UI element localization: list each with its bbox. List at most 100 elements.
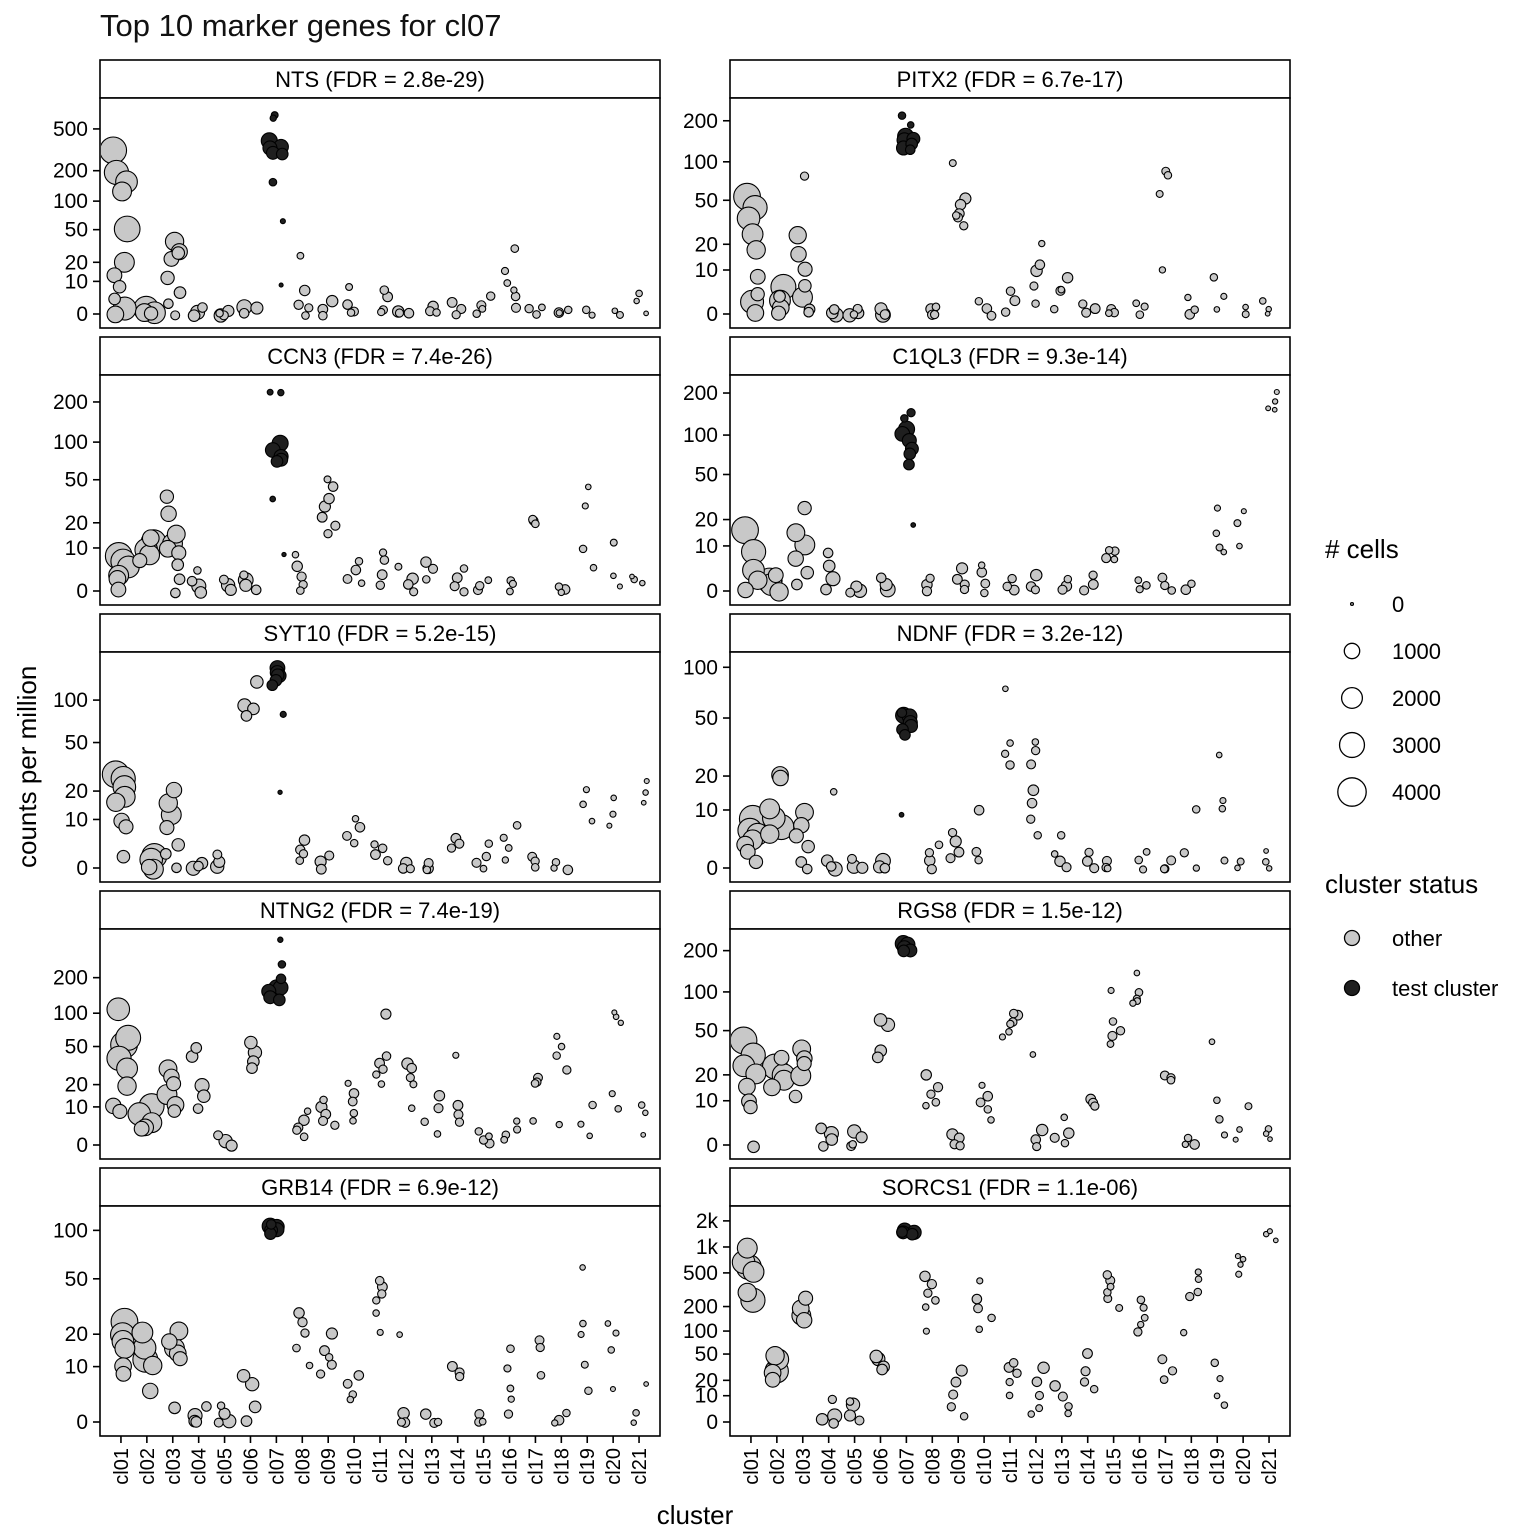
data-point: [843, 1409, 857, 1422]
y-tick-label: 0: [76, 1411, 88, 1434]
data-point: [1037, 1361, 1050, 1374]
data-point: [822, 559, 836, 573]
data-point: [171, 558, 185, 572]
data-point: [472, 309, 481, 318]
data-point: [503, 279, 512, 287]
data-point: [1029, 281, 1039, 291]
data-point: [1035, 1404, 1044, 1413]
data-point: [633, 297, 640, 305]
data-point: [433, 1130, 442, 1138]
data-point: [1215, 751, 1223, 759]
data-point: [1194, 1268, 1202, 1276]
data-point: [396, 1417, 407, 1427]
data-point: [1005, 286, 1016, 296]
data-point: [746, 304, 765, 322]
data-point: [318, 310, 328, 321]
data-point: [114, 1337, 136, 1359]
data-point: [143, 306, 159, 321]
x-tick-label: cl07: [896, 1448, 918, 1485]
data-point: [828, 1418, 839, 1429]
data-point: [579, 1264, 586, 1271]
data-point: [1133, 969, 1141, 977]
data-point: [1167, 1366, 1178, 1376]
data-point: [1163, 171, 1173, 180]
data-point: [506, 1384, 515, 1393]
data-point: [344, 1079, 352, 1087]
data-point: [236, 1369, 251, 1383]
x-tick-label: cl18: [1181, 1448, 1203, 1485]
data-point: [879, 309, 891, 320]
data-point: [330, 1120, 340, 1130]
data-point: [506, 1344, 515, 1354]
data-point: [1140, 1313, 1149, 1322]
data-point: [372, 1296, 381, 1305]
data-point: [402, 579, 414, 590]
data-point: [1181, 1140, 1190, 1149]
data-point: [213, 1130, 224, 1141]
data-point: [397, 1407, 410, 1420]
data-point: [845, 1397, 855, 1406]
y-tick-label: 20: [695, 509, 718, 532]
data-point: [530, 862, 540, 872]
data-point: [1005, 760, 1015, 770]
data-point: [1140, 302, 1149, 311]
x-tick-label: cl06: [870, 1448, 892, 1485]
y-tick-label: 0: [706, 580, 718, 603]
data-point: [614, 1105, 623, 1113]
data-point: [846, 853, 857, 864]
x-tick-label: cl03: [163, 1448, 185, 1485]
data-point: [1213, 306, 1221, 313]
data-point: [1220, 292, 1228, 300]
data-point: [173, 573, 186, 586]
data-point: [589, 563, 598, 572]
y-tick-label: 10: [695, 1385, 718, 1408]
data-point: [978, 1081, 986, 1089]
data-point: [588, 311, 596, 319]
data-point: [394, 562, 403, 571]
data-point: [433, 1417, 443, 1427]
data-point: [530, 1079, 540, 1088]
data-point: [906, 408, 916, 418]
y-tick-label: 10: [695, 1090, 718, 1113]
data-point: [931, 1296, 940, 1305]
data-point: [955, 562, 969, 575]
data-point: [1212, 529, 1221, 538]
data-point: [353, 1370, 365, 1381]
data-point: [922, 1101, 930, 1110]
data-point: [118, 819, 134, 835]
x-tick-label: cl14: [1078, 1448, 1100, 1485]
x-tick-label: cl21: [629, 1448, 651, 1485]
data-point: [640, 1131, 647, 1138]
y-tick-label: 20: [65, 780, 88, 803]
data-point: [987, 1313, 996, 1323]
data-point: [106, 997, 131, 1022]
data-point: [1056, 831, 1066, 840]
points-layer: [101, 660, 650, 880]
data-point: [279, 710, 287, 718]
data-point: [1079, 1377, 1090, 1387]
data-point: [396, 1331, 403, 1338]
legend: # cells 0 1000 2000 3000 4000 cluster status ot…: [1325, 534, 1498, 1001]
data-point: [1159, 864, 1169, 874]
data-point: [1000, 307, 1011, 317]
data-point: [1057, 584, 1068, 595]
data-point: [584, 1386, 593, 1396]
data-point: [986, 310, 997, 321]
data-point: [325, 1327, 339, 1340]
points-layer: [104, 388, 646, 599]
data-point: [764, 1371, 781, 1388]
data-point: [760, 824, 780, 844]
data-point: [640, 799, 647, 806]
data-point: [1102, 1270, 1113, 1280]
panel-PITX2: PITX2 (FDR = 6.7e-17) 0 10 20 50 100 200: [683, 59, 1291, 329]
data-point: [959, 1411, 969, 1421]
facet-strip: [99, 336, 661, 376]
data-point: [161, 1333, 178, 1350]
legend-size-label: 2000: [1392, 686, 1441, 711]
data-point: [845, 587, 856, 598]
data-point: [319, 1095, 328, 1105]
data-point: [612, 1329, 620, 1337]
x-tick-label: cl01: [741, 1448, 763, 1485]
facet-strip-label: NDNF (FDR = 3.2e-12): [897, 621, 1124, 646]
data-point: [116, 1057, 139, 1080]
